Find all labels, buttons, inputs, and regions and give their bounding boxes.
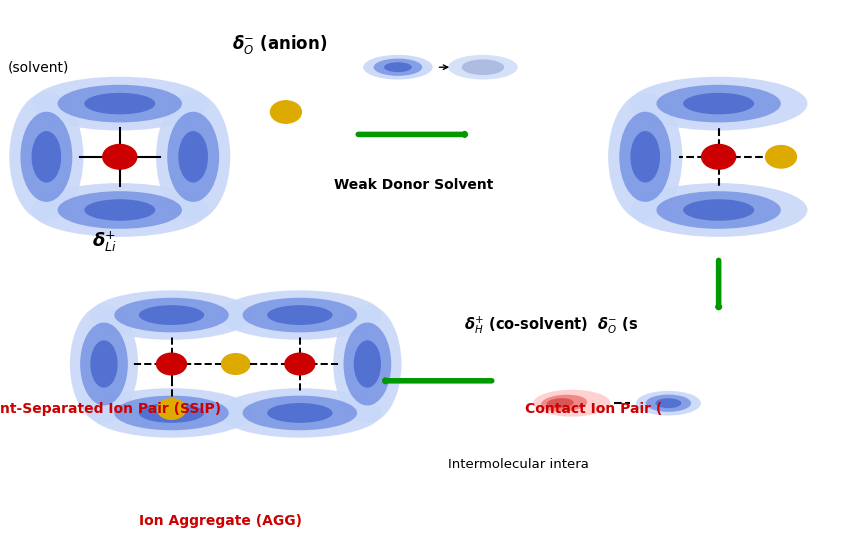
Ellipse shape — [178, 131, 208, 183]
Ellipse shape — [646, 395, 691, 412]
Ellipse shape — [354, 340, 381, 388]
Ellipse shape — [218, 388, 382, 438]
Ellipse shape — [267, 305, 332, 325]
Ellipse shape — [242, 298, 357, 333]
Circle shape — [270, 101, 302, 123]
Text: $\boldsymbol{\delta}_H^{+}$ (co-solvent)  $\boldsymbol{\delta}_O^{-}$ (s: $\boldsymbol{\delta}_H^{+}$ (co-solvent)… — [463, 314, 638, 335]
Ellipse shape — [84, 199, 156, 221]
Ellipse shape — [58, 85, 182, 123]
Text: Intermolecular intera: Intermolecular intera — [448, 458, 589, 472]
Ellipse shape — [631, 131, 660, 183]
Ellipse shape — [620, 112, 672, 202]
Ellipse shape — [167, 112, 219, 202]
Ellipse shape — [655, 398, 682, 408]
Circle shape — [766, 146, 796, 168]
Text: Ion Aggregate (AGG): Ion Aggregate (AGG) — [139, 514, 302, 528]
Circle shape — [222, 354, 250, 374]
Ellipse shape — [90, 388, 253, 438]
Ellipse shape — [656, 85, 781, 123]
Ellipse shape — [31, 131, 61, 183]
Ellipse shape — [70, 305, 138, 423]
Ellipse shape — [218, 290, 382, 340]
Ellipse shape — [90, 340, 117, 388]
Ellipse shape — [114, 298, 229, 333]
Ellipse shape — [90, 290, 253, 340]
Ellipse shape — [80, 323, 128, 405]
Circle shape — [701, 144, 735, 169]
Ellipse shape — [84, 93, 156, 114]
Circle shape — [103, 144, 137, 169]
Ellipse shape — [267, 403, 332, 423]
Ellipse shape — [533, 390, 610, 417]
Ellipse shape — [630, 77, 808, 130]
Text: (solvent): (solvent) — [8, 60, 69, 74]
Ellipse shape — [20, 112, 72, 202]
Ellipse shape — [384, 62, 412, 72]
Ellipse shape — [462, 59, 504, 75]
Ellipse shape — [139, 403, 204, 423]
Circle shape — [285, 353, 314, 375]
Ellipse shape — [547, 398, 574, 408]
Ellipse shape — [139, 305, 204, 325]
Circle shape — [156, 353, 186, 375]
Ellipse shape — [343, 323, 391, 405]
Text: Weak Donor Solvent: Weak Donor Solvent — [334, 178, 493, 192]
Ellipse shape — [683, 199, 754, 221]
Ellipse shape — [333, 305, 401, 423]
Ellipse shape — [363, 55, 433, 80]
Ellipse shape — [541, 395, 587, 412]
Ellipse shape — [242, 395, 357, 430]
Ellipse shape — [374, 59, 422, 76]
Ellipse shape — [448, 55, 518, 80]
Ellipse shape — [636, 391, 701, 416]
Ellipse shape — [683, 93, 754, 114]
Ellipse shape — [114, 395, 229, 430]
Text: $\boldsymbol{\delta}_{Li}^{+}$: $\boldsymbol{\delta}_{Li}^{+}$ — [92, 230, 116, 254]
Text: $\boldsymbol{\delta}_O^{-}$ (anion): $\boldsymbol{\delta}_O^{-}$ (anion) — [232, 33, 327, 57]
Ellipse shape — [58, 191, 182, 229]
Ellipse shape — [9, 92, 83, 221]
Ellipse shape — [656, 191, 781, 229]
Circle shape — [157, 399, 186, 419]
Ellipse shape — [31, 183, 208, 237]
Ellipse shape — [156, 92, 230, 221]
Ellipse shape — [630, 183, 808, 237]
Text: nt-Separated Ion Pair (SSIP): nt-Separated Ion Pair (SSIP) — [0, 402, 221, 416]
Ellipse shape — [608, 92, 683, 221]
Text: Contact Ion Pair (: Contact Ion Pair ( — [525, 402, 663, 416]
Ellipse shape — [31, 77, 208, 130]
